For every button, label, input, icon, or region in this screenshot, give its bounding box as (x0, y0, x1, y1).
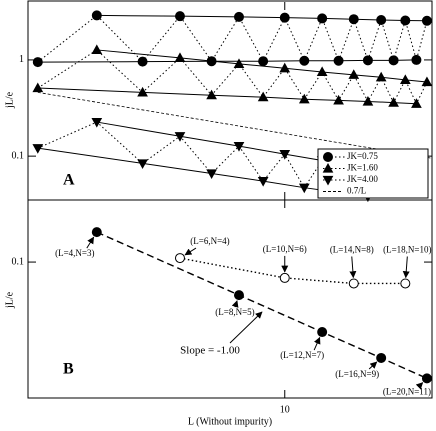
odd-line (37, 87, 417, 105)
y-axis-label: jL/e (4, 91, 15, 109)
legend-label: JK=1.60 (347, 163, 378, 173)
marker (206, 169, 217, 180)
marker (421, 15, 432, 26)
annotation: Slope = -1.00 (180, 345, 240, 357)
y-axis-label: jL/e (4, 291, 15, 309)
marker (137, 56, 148, 67)
marker (91, 10, 102, 21)
marker (348, 69, 360, 79)
marker (91, 117, 103, 128)
arrow (229, 311, 263, 344)
arrow (86, 236, 95, 249)
marker (316, 66, 328, 77)
marker (137, 86, 148, 97)
y-tick-label: 0.1 (12, 150, 25, 161)
legend-label: 0.7/L (347, 186, 366, 196)
marker (91, 227, 102, 238)
marker (388, 97, 399, 107)
marker (91, 44, 103, 55)
marker (399, 74, 411, 84)
marker (317, 327, 328, 338)
point-label: (L=20,N=11) (383, 386, 431, 396)
arrow (313, 336, 321, 351)
series-line (179, 257, 406, 285)
marker (32, 82, 44, 93)
arrow (349, 256, 357, 279)
point-label: (L=4,N=3) (55, 248, 94, 258)
point-label: (L=18,N=10) (383, 245, 431, 255)
marker (375, 71, 387, 82)
marker (174, 52, 186, 62)
point-label: (L=14,N=8) (330, 245, 374, 255)
marker (174, 11, 185, 22)
marker (298, 183, 310, 194)
reference-line (37, 91, 433, 159)
marker (279, 12, 290, 23)
legend-label: JK=0.75 (347, 151, 378, 161)
panel-label: B (63, 361, 74, 378)
marker (333, 94, 344, 105)
marker (174, 253, 185, 264)
panel-label: A (63, 172, 75, 189)
y-tick-label: 0.1 (12, 256, 25, 267)
legend-marker (323, 152, 333, 162)
marker (298, 93, 310, 104)
arrow (415, 382, 424, 390)
marker (333, 55, 344, 66)
marker (279, 272, 290, 283)
marker (421, 373, 432, 384)
marker (32, 144, 44, 154)
marker (257, 177, 269, 187)
zigzag-line (37, 49, 428, 105)
legend-marker (322, 175, 334, 186)
marker (400, 15, 411, 26)
x-tick-label: 10 (280, 404, 290, 415)
point-label: (L=6,N=4) (190, 236, 229, 246)
legend-label: JK=4.00 (347, 174, 378, 184)
marker (279, 149, 291, 160)
point-label: (L=8,N=5) (215, 307, 254, 317)
marker (233, 58, 245, 68)
marker (137, 159, 148, 169)
arrow (402, 256, 410, 279)
arrow (184, 247, 197, 256)
arrow (368, 361, 378, 370)
marker (233, 142, 245, 152)
marker (258, 56, 269, 67)
marker (279, 62, 291, 73)
arrow (231, 300, 239, 308)
x-axis-label: L (Without impurity) (188, 416, 272, 427)
marker (233, 11, 244, 22)
marker (257, 91, 269, 102)
marker (32, 57, 43, 68)
marker (411, 98, 422, 108)
marker (362, 55, 373, 66)
point-label: (L=16,N=9) (335, 369, 379, 379)
marker (362, 95, 374, 106)
marker (376, 352, 387, 363)
marker (317, 13, 328, 24)
y-tick-label: 1 (19, 54, 24, 65)
marker (299, 55, 310, 66)
even-line (96, 49, 427, 83)
point-label: (L=12,N=7) (280, 350, 324, 360)
point-label: (L=10,N=6) (263, 244, 307, 254)
marker (233, 290, 244, 301)
odd-line (37, 59, 417, 63)
legend-marker (322, 162, 334, 173)
marker (400, 278, 411, 289)
marker (348, 278, 359, 289)
zigzag-line (37, 14, 428, 63)
marker (348, 14, 359, 25)
marker (411, 54, 422, 65)
marker (206, 89, 217, 100)
marker (174, 132, 186, 142)
marker (421, 76, 433, 87)
marker (388, 55, 399, 66)
marker (376, 14, 387, 25)
